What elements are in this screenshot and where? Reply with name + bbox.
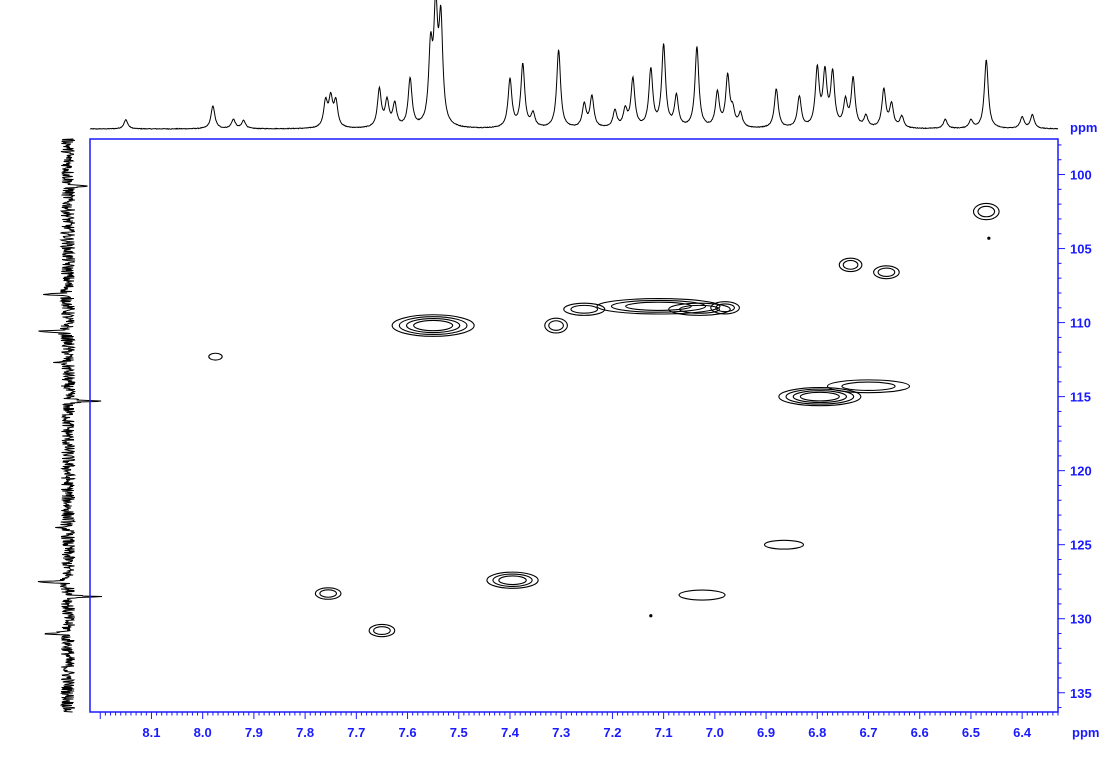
contour-level	[625, 301, 692, 311]
y-tick-label: 115	[1070, 390, 1091, 405]
x-tick-label: 7.4	[501, 725, 520, 740]
x-tick-label: 7.5	[450, 725, 468, 740]
contour-level	[841, 381, 896, 392]
contour-dot	[649, 614, 653, 618]
contour-level	[715, 303, 735, 313]
cross-peak-2	[987, 236, 991, 240]
contour-level	[610, 299, 707, 313]
cross-peak-11	[208, 352, 223, 361]
cross-peak-contours	[208, 202, 1000, 638]
contour-level	[877, 267, 896, 278]
contour-level	[492, 573, 533, 587]
contour-level	[563, 302, 606, 316]
plot-frame	[89, 138, 1059, 713]
contour-level	[972, 202, 1000, 221]
x-tick-label: 7.8	[296, 725, 314, 740]
contour-level	[406, 318, 461, 334]
x-tick-label: 7.3	[552, 725, 570, 740]
contour-level	[596, 298, 721, 315]
contour-level	[873, 265, 900, 280]
x-tick-label: 8.0	[194, 725, 212, 740]
x-tick-label: 6.7	[859, 725, 877, 740]
contour-level	[373, 626, 391, 636]
contour-level	[826, 379, 911, 394]
contour-level	[548, 320, 564, 331]
y-tick-label: 110	[1070, 316, 1091, 331]
x-tick-label: 6.6	[911, 725, 929, 740]
carbon-trace	[37, 138, 103, 713]
contour-level	[319, 589, 338, 598]
x-tick-label: 6.4	[1013, 725, 1032, 740]
top-projection-1h	[89, 0, 1059, 130]
contour-level	[678, 589, 726, 601]
contour-level	[314, 587, 342, 600]
cross-peak-16	[314, 587, 342, 600]
y-tick-label: 120	[1070, 464, 1092, 479]
cross-peak-12	[778, 386, 862, 407]
cross-peak-14	[763, 539, 805, 550]
contour-level	[977, 205, 996, 218]
contour-level	[668, 302, 731, 316]
y-tick-label: 130	[1070, 612, 1092, 627]
y-tick-label: 125	[1070, 538, 1092, 553]
y-tick-label: 135	[1070, 686, 1092, 701]
x-axis: 8.1 8.0 7.9 7.8 7.7 7.6 7.5 7.4 7.3 7.2 7.1 7.0 6.9 6…	[99, 712, 1059, 740]
cross-peak-1	[972, 202, 1000, 221]
cross-peak-3	[838, 257, 863, 273]
y-axis: 100 105 110 115 120 125 130 135	[1058, 144, 1092, 709]
y-tick-label: 105	[1070, 242, 1092, 257]
contour-level	[785, 388, 855, 405]
contour-level	[763, 539, 805, 550]
cross-peak-13	[826, 379, 911, 394]
x-tick-label: 6.5	[962, 725, 980, 740]
contour-level	[678, 304, 721, 314]
contour-level	[842, 259, 859, 270]
cross-peak-9	[668, 302, 731, 316]
x-tick-label: 8.1	[142, 725, 160, 740]
cross-peak-18	[649, 614, 653, 618]
x-axis-label: ppm	[1072, 725, 1099, 740]
contour-level	[544, 317, 568, 334]
x-tick-label: 6.9	[757, 725, 775, 740]
y-tick-label: 100	[1070, 168, 1092, 183]
contour-level	[486, 571, 539, 589]
contour-level	[710, 301, 740, 315]
contour-level	[398, 316, 468, 336]
contour-dot	[987, 236, 991, 240]
cross-peak-15	[486, 571, 539, 589]
x-tick-label: 7.7	[347, 725, 365, 740]
x-tick-label: 6.8	[808, 725, 826, 740]
contour-level	[792, 390, 847, 404]
contour-level	[413, 319, 454, 332]
proton-trace	[89, 0, 1059, 130]
contour-level	[778, 386, 862, 407]
contour-level	[391, 314, 475, 337]
contour-level	[368, 623, 396, 638]
cross-peak-4	[873, 265, 900, 280]
contour-level	[838, 257, 863, 273]
y-axis-label: ppm	[1070, 120, 1097, 135]
contour-level	[498, 575, 527, 586]
cross-peak-10	[710, 301, 740, 315]
contour-level	[208, 352, 223, 361]
x-tick-label: 7.1	[655, 725, 673, 740]
x-tick-label: 7.2	[603, 725, 621, 740]
x-tick-label: 7.9	[245, 725, 263, 740]
cross-peak-17	[678, 589, 726, 601]
left-projection-13c	[37, 138, 103, 713]
cross-peak-5	[391, 314, 475, 337]
cross-peak-7	[563, 302, 606, 316]
x-tick-label: 7.0	[706, 725, 724, 740]
contour-level	[799, 391, 840, 402]
contour-level	[570, 304, 599, 314]
cross-peak-6	[544, 317, 568, 334]
cross-peak-8	[596, 298, 721, 315]
cross-peak-19	[368, 623, 396, 638]
x-tick-label: 7.6	[399, 725, 417, 740]
